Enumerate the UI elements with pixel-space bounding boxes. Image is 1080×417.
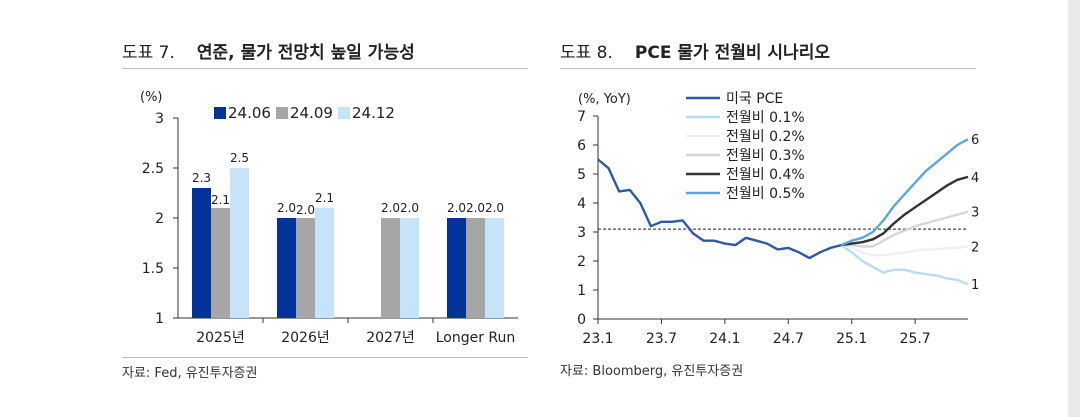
- bar-y-axis-label: (%): [140, 90, 163, 105]
- line-legend-label-3: 전월비 0.3%: [726, 148, 805, 164]
- series-line-0: [597, 158, 842, 260]
- line-legend-label-0: 미국 PCE: [726, 91, 783, 107]
- left-bottom-rule: [122, 357, 528, 358]
- bar-data-label: 2.0: [400, 201, 419, 215]
- line-y-tick-label: 6: [577, 138, 586, 154]
- bar-legend-swatch-24.12: [338, 107, 350, 119]
- bar-data-label: 2.1: [211, 193, 230, 207]
- line-legend-label-1: 전월비 0.1%: [726, 110, 805, 126]
- right-title-text: PCE 물가 전월비 시나리오: [634, 43, 830, 63]
- line-y-tick-label: 2: [577, 254, 586, 270]
- bar-y-tick-label: 3: [155, 111, 164, 127]
- bar-24.12-2: [400, 218, 419, 318]
- series-line-4: [840, 175, 969, 247]
- bar-y-tick-label: 2.5: [142, 161, 164, 177]
- left-panel-title: 도표 7. 연준, 물가 전망치 높일 가능성: [122, 38, 415, 63]
- bar-x-tick-label: Longer Run: [436, 330, 516, 346]
- line-x-tick-label: 23.1: [582, 331, 613, 347]
- bar-y-tick-label: 1.5: [142, 261, 164, 277]
- line-legend-label-2: 전월비 0.2%: [726, 129, 805, 145]
- bar-x-tick-label: 2025년: [196, 330, 245, 346]
- bar-x-tick-label: 2026년: [281, 330, 330, 346]
- line-y-tick-label: 5: [577, 167, 586, 183]
- line-y-tick-label: 3: [577, 225, 586, 241]
- line-y-tick-label: 7: [577, 109, 586, 125]
- bar-data-label: 2.0: [485, 201, 504, 215]
- bar-legend-swatch-24.06: [214, 107, 226, 119]
- series-end-label: 3: [971, 206, 979, 221]
- bar-data-label: 2.0: [277, 201, 296, 215]
- left-title-text: 연준, 물가 전망치 높일 가능성: [196, 43, 415, 63]
- right-figure-number: 도표 8.: [560, 43, 613, 63]
- series-end-label: 1: [971, 278, 979, 293]
- bar-24.09-0: [211, 208, 230, 318]
- page-gutter: [1068, 0, 1080, 417]
- line-x-tick-label: 24.1: [709, 331, 740, 347]
- bar-24.06-3: [447, 218, 466, 318]
- series-end-label: 2: [971, 241, 979, 256]
- pce-scenario-line-chart: (%, YoY) 0 1 2 3 4 5 6 7 23.1 23.7 24.1 24.7 25.1 25.7…: [577, 91, 979, 347]
- bar-data-label: 2.0: [466, 201, 485, 215]
- line-legend-label-5: 전월비 0.5%: [726, 186, 805, 202]
- bar-data-label: 2.0: [296, 203, 315, 217]
- series-line-2: [840, 243, 969, 257]
- bar-24.09-1: [296, 218, 315, 318]
- bar-legend-label-24.09: 24.09: [290, 104, 333, 122]
- line-y-tick-label: 0: [577, 312, 586, 328]
- bar-24.06-0: [192, 188, 211, 318]
- line-y-tick-label: 4: [577, 196, 586, 212]
- bar-y-tick-label: 2: [155, 211, 164, 227]
- left-figure-number: 도표 7.: [122, 43, 175, 63]
- line-y-axis-label: (%, YoY): [578, 92, 631, 107]
- right-title-rule: [560, 68, 976, 69]
- line-y-tick-label: 1: [577, 283, 586, 299]
- bar-24.09-3: [466, 218, 485, 318]
- series-end-label: 6: [971, 133, 979, 148]
- left-title-rule: [122, 68, 528, 69]
- bar-legend-swatch-24.09: [276, 107, 288, 119]
- line-x-tick-label: 23.7: [646, 331, 677, 347]
- line-x-tick-label: 25.1: [836, 331, 867, 347]
- right-source: 자료: Bloomberg, 유진투자증권: [560, 364, 744, 379]
- bar-y-tick-label: 1: [155, 311, 164, 327]
- bar-24.09-2: [381, 218, 400, 318]
- line-legend-label-4: 전월비 0.4%: [726, 167, 805, 183]
- bar-data-label: 2.5: [230, 151, 249, 165]
- line-x-tick-label: 24.7: [773, 331, 804, 347]
- bar-data-label: 2.0: [447, 201, 466, 215]
- bar-data-label: 2.1: [315, 191, 334, 205]
- series-line-5: [840, 138, 969, 247]
- bar-data-label: 2.3: [192, 171, 211, 185]
- bar-24.12-3: [485, 218, 504, 318]
- bar-24.06-1: [277, 218, 296, 318]
- line-x-tick-label: 25.7: [900, 331, 931, 347]
- series-end-label: 4: [971, 171, 979, 186]
- left-source: 자료: Fed, 유진투자증권: [122, 366, 258, 381]
- bar-legend-label-24.12: 24.12: [352, 104, 395, 122]
- series-line-3: [841, 210, 969, 248]
- bar-legend-label-24.06: 24.06: [228, 104, 271, 122]
- bar-data-label: 2.0: [381, 201, 400, 215]
- bar-x-tick-label: 2027년: [366, 330, 415, 346]
- right-panel-title: 도표 8. PCE 물가 전월비 시나리오: [560, 38, 830, 63]
- series-line-1: [840, 244, 969, 286]
- bar-24.12-1: [315, 208, 334, 318]
- bar-24.12-0: [230, 168, 249, 318]
